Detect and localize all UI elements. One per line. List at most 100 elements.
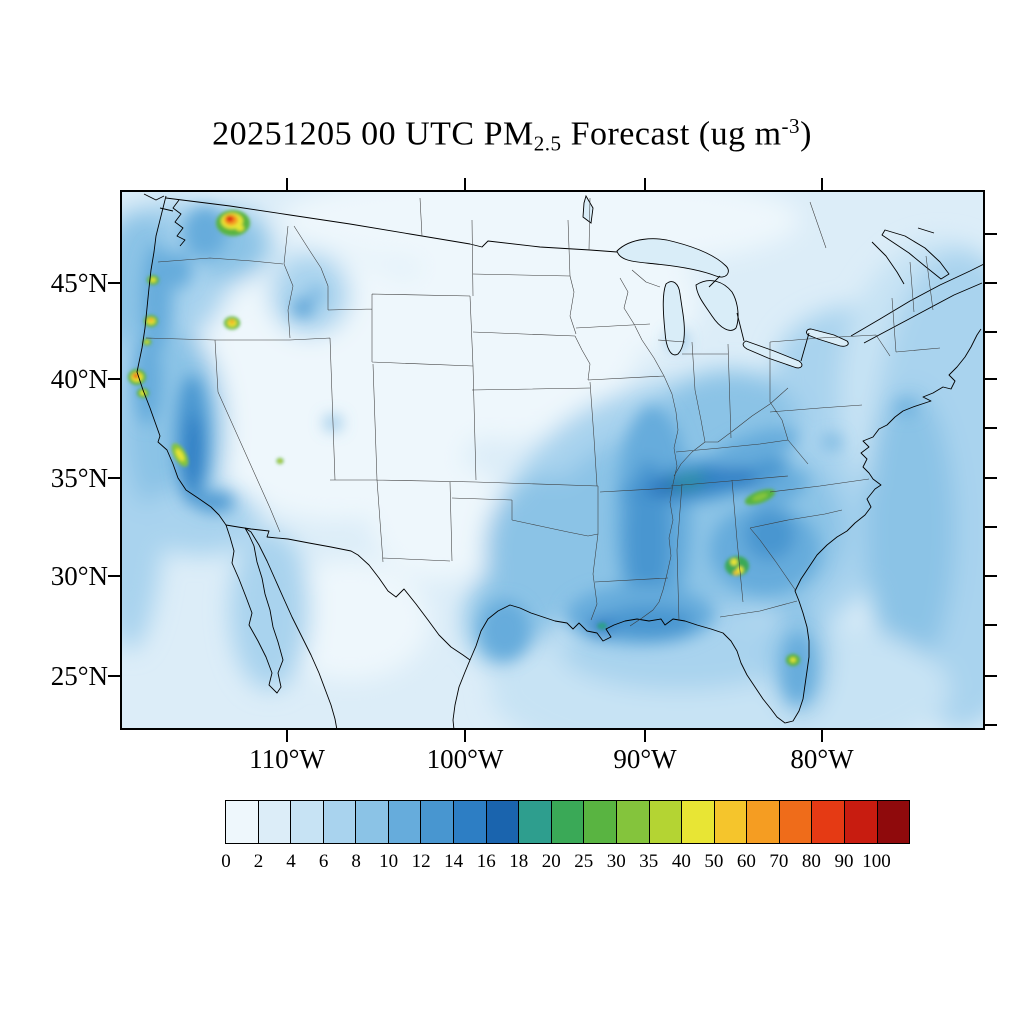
axis-tick — [464, 178, 466, 190]
axis-tick — [985, 526, 997, 528]
lat-label: 30°N — [50, 561, 108, 591]
colorbar-cell — [454, 801, 487, 843]
axis-tick — [108, 378, 120, 380]
prince-edward-island — [917, 227, 935, 234]
st-lawrence-north-shore — [863, 282, 983, 344]
title-superscript: -3 — [781, 114, 801, 138]
colorbar-tick-label: 14 — [444, 851, 464, 872]
colorbar-cell — [779, 801, 813, 843]
colorbar-tick-label: 16 — [476, 851, 496, 872]
colorbar-cell — [844, 801, 878, 843]
niagara-river — [800, 332, 810, 362]
colorbar-tick-label: 70 — [769, 851, 789, 872]
st-lawrence-river — [850, 263, 985, 337]
bay-of-fundy — [871, 241, 905, 285]
hotspot-nevada — [276, 458, 284, 464]
colorbar-tick-label: 4 — [286, 851, 296, 872]
great-lakes — [582, 194, 849, 369]
title-middle: Forecast (ug m — [561, 115, 782, 153]
axis-tick — [985, 675, 997, 677]
axis-tick — [108, 477, 120, 479]
st-marys-river — [708, 275, 721, 288]
colorbar-cell — [421, 801, 455, 843]
hotspot-louisiana — [597, 622, 607, 630]
axis-tick — [985, 477, 997, 479]
axis-tick — [821, 178, 823, 190]
colorbar-cell — [616, 801, 650, 843]
lat-label: 35°N — [50, 463, 108, 493]
colorbar-cell — [291, 801, 324, 843]
colorbar-cell — [714, 801, 748, 843]
us-west-coast-baja-mexico — [136, 195, 338, 730]
axis-tick — [985, 427, 997, 429]
hotspot-south-georgia — [725, 556, 749, 576]
axis-tick — [464, 730, 466, 742]
colorbar-cell — [649, 801, 683, 843]
colorbar-tick-label: 60 — [736, 851, 756, 872]
detroit-river — [736, 312, 745, 342]
colorbar-tick-label: 100 — [862, 851, 891, 872]
state-boundaries — [145, 197, 941, 627]
hotspot-northwest-california — [128, 369, 149, 398]
axis-tick — [985, 331, 997, 333]
colorbar-tick-label: 2 — [253, 851, 264, 872]
hotspot-northwest-washington — [216, 210, 250, 236]
colorbar-cell — [877, 801, 910, 843]
axis-tick — [985, 624, 997, 626]
puget-sound — [172, 199, 186, 247]
colorbar-tick-label: 30 — [606, 851, 626, 872]
lon-label: 90°W — [613, 744, 677, 774]
colorbar-cell — [486, 801, 520, 843]
nova-scotia — [881, 229, 950, 280]
wildfire-hotspots — [128, 210, 800, 666]
axis-tick — [985, 575, 997, 577]
colorbar-cell — [584, 801, 617, 843]
axis-tick — [644, 178, 646, 190]
coastlines-and-national-borders — [136, 193, 985, 730]
us-canada-border — [165, 197, 618, 253]
axis-tick — [985, 233, 997, 235]
colorbar-tick-label: 18 — [509, 851, 529, 872]
title-prefix: 20251205 00 UTC PM — [212, 115, 534, 153]
colorbar-tick-label: 40 — [671, 851, 691, 872]
colorbar-tick-label: 90 — [834, 851, 854, 872]
colorbar-tick-labels: 0 2 4 6 8 10 12 14 16 18 20 25 30 35 40 50 60 70 80 90 100 — [221, 851, 911, 875]
colorbar-tick-label: 25 — [574, 851, 594, 872]
colorbar-cell — [551, 801, 585, 843]
lon-label: 100°W — [426, 744, 504, 774]
colorbar-tick-label: 6 — [318, 851, 329, 872]
colorbar-tick-label: 0 — [221, 851, 231, 872]
colorbar-tick-label: 8 — [351, 851, 361, 872]
colorbar-cell — [356, 801, 389, 843]
lat-label: 25°N — [50, 661, 108, 691]
colorbar-cell — [747, 801, 780, 843]
title-suffix: ) — [800, 115, 812, 153]
colorbar-cell — [323, 801, 357, 843]
colorbar-tick-label: 50 — [704, 851, 724, 872]
lat-label: 45°N — [50, 268, 108, 298]
colorbar-cell — [258, 801, 292, 843]
axis-tick — [985, 378, 997, 380]
axis-tick — [108, 675, 120, 677]
colorbar-tick-label: 80 — [801, 851, 821, 872]
axis-tick — [821, 730, 823, 742]
hotspot-florida — [786, 654, 800, 666]
axis-tick — [108, 282, 120, 284]
hotspot-sierra-nevada — [171, 443, 189, 467]
colorbar-tick-label: 10 — [379, 851, 399, 872]
colorbar-cell — [682, 801, 715, 843]
axis-tick — [286, 730, 288, 742]
pm25-map — [120, 190, 985, 730]
gulf-and-atlantic-coast — [469, 328, 982, 724]
colorbar — [225, 800, 910, 844]
colorbar-cell — [519, 801, 552, 843]
axis-tick — [108, 575, 120, 577]
axis-tick — [985, 282, 997, 284]
lon-label: 80°W — [790, 744, 854, 774]
lon-label: 110°W — [249, 744, 325, 774]
strait-juan-de-fuca — [159, 207, 174, 212]
map-frame — [120, 190, 985, 730]
colorbar-cell — [388, 801, 422, 843]
colorbar-tick-label: 12 — [411, 851, 431, 872]
